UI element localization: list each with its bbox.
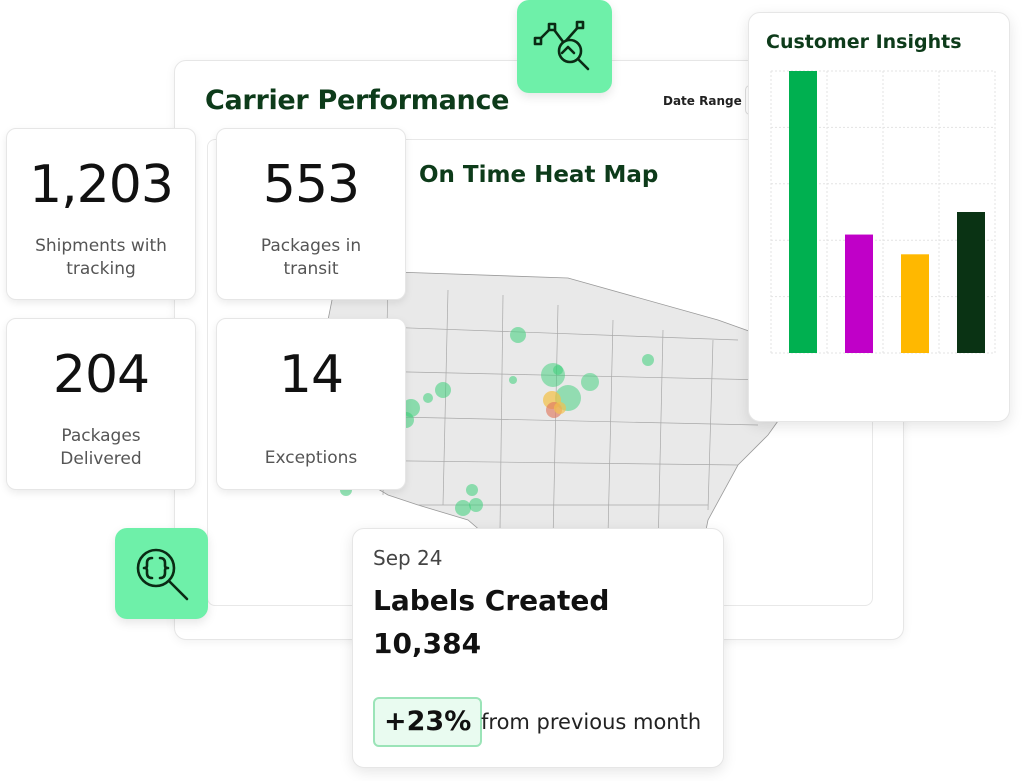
stat-label-line-2: Delivered (60, 449, 142, 469)
bar-1 (789, 71, 817, 353)
stat-label: Packages in transit (231, 235, 391, 281)
labels-title: Labels Created (373, 584, 610, 617)
stat-label: Shipments with tracking (21, 235, 181, 281)
stat-label-line-2: tracking (66, 259, 136, 279)
change-text: from previous month (481, 710, 702, 734)
stat-label-line-1: Shipments with (35, 236, 167, 256)
stat-value: 14 (278, 345, 344, 405)
customer-insights-card: Customer Insights (748, 12, 1010, 422)
labels-created-card: Sep 24 Labels Created 10,384 +23% from p… (352, 528, 724, 768)
heat-map-title: On Time Heat Map (419, 162, 659, 188)
bar-4 (957, 212, 985, 353)
stat-label: Exceptions (264, 448, 358, 468)
stat-value: 553 (262, 155, 360, 215)
stat-label-line-2: transit (283, 259, 339, 279)
stat-card-exceptions: 14 Exceptions (216, 318, 406, 490)
code-search-icon (136, 548, 188, 600)
stat-label: Packages Delivered (21, 425, 181, 471)
code-search-tile (115, 528, 208, 619)
date-range-label: Date Range (663, 94, 742, 108)
customer-insights-chart (770, 70, 996, 354)
chart-magnifier-icon (533, 20, 589, 70)
stat-value: 204 (52, 345, 150, 405)
bar-3 (901, 254, 929, 353)
stat-value: 1,203 (29, 155, 174, 215)
bar-2 (845, 234, 873, 353)
stat-card-shipments: 1,203 Shipments with tracking (6, 128, 196, 300)
stat-card-in-transit: 553 Packages in transit (216, 128, 406, 300)
change-badge: +23% (373, 697, 483, 747)
stat-label-line-1: Packages (61, 426, 141, 446)
labels-value: 10,384 (373, 627, 482, 660)
panel-title: Carrier Performance (205, 85, 510, 116)
stat-label-line-1: Packages in (260, 236, 362, 256)
stat-card-delivered: 204 Packages Delivered (6, 318, 196, 490)
labels-date: Sep 24 (373, 546, 443, 570)
chart-magnifier-tile (517, 0, 612, 93)
insights-title: Customer Insights (766, 31, 962, 53)
